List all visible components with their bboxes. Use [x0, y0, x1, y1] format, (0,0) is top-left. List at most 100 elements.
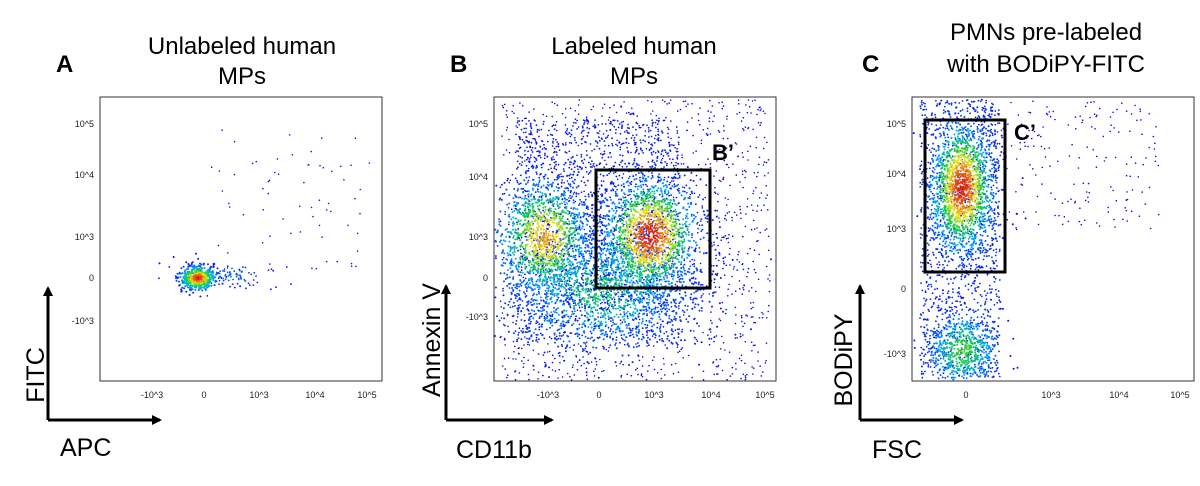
event-dot: [549, 163, 551, 166]
event-dot: [658, 267, 661, 270]
event-dot: [709, 133, 712, 135]
event-dot: [502, 287, 504, 290]
event-dot: [218, 170, 221, 172]
event-dot: [669, 149, 671, 152]
event-dot: [635, 343, 637, 345]
event-dot: [574, 254, 577, 257]
event-dot: [606, 174, 609, 177]
event-dot: [315, 267, 318, 270]
event-dot: [679, 223, 681, 225]
event-dot: [601, 107, 604, 109]
event-dot: [603, 334, 606, 337]
event-dot: [521, 156, 523, 159]
event-dot: [276, 158, 279, 160]
event-dot: [540, 212, 542, 214]
event-dot: [748, 290, 750, 292]
event-dot: [581, 350, 584, 353]
event-dot: [524, 194, 527, 197]
event-dot: [520, 236, 523, 239]
event-dot: [538, 150, 541, 153]
event-dot: [618, 123, 621, 125]
event-dot: [210, 166, 213, 168]
event-dot: [757, 278, 760, 281]
event-dot: [199, 275, 202, 278]
event-dot: [612, 274, 614, 276]
event-dot: [590, 321, 593, 324]
event-dot: [202, 273, 205, 276]
event-dot: [616, 289, 619, 292]
event-dot: [601, 284, 604, 287]
event-dot: [541, 284, 544, 287]
event-dot: [610, 121, 612, 123]
event-dot: [681, 154, 683, 156]
event-dot: [742, 235, 744, 238]
event-dot: [702, 129, 705, 131]
event-dot: [593, 323, 596, 326]
event-dot: [579, 229, 582, 231]
event-dot: [231, 283, 234, 285]
event-dot: [193, 283, 196, 286]
event-dot: [616, 139, 618, 142]
event-dot: [571, 313, 574, 316]
event-dot: [619, 309, 622, 312]
event-dot: [553, 161, 556, 164]
event-dot: [754, 99, 756, 102]
event-dot: [525, 139, 528, 142]
event-dot: [537, 378, 539, 380]
event-dot: [612, 296, 615, 299]
event-dot: [528, 378, 530, 381]
event-dot: [616, 120, 619, 122]
event-dot: [767, 209, 769, 211]
event-dot: [651, 210, 653, 212]
event-dot: [646, 336, 649, 339]
event-dot: [628, 111, 630, 114]
event-dot: [663, 332, 665, 335]
event-dot: [666, 277, 668, 279]
event-dot: [236, 282, 239, 285]
event-dot: [519, 196, 522, 199]
event-dot: [624, 162, 626, 165]
event-dot: [647, 99, 649, 102]
event-dot: [609, 196, 612, 199]
event-dot: [592, 268, 594, 271]
event-dot: [672, 210, 675, 213]
event-dot: [523, 127, 526, 130]
event-dot: [568, 177, 571, 180]
event-dot: [742, 186, 744, 189]
event-dot: [605, 281, 608, 284]
event-dot: [676, 328, 679, 331]
event-dot: [626, 165, 628, 168]
event-dot: [586, 126, 589, 129]
event-dot: [603, 152, 606, 155]
event-dot: [607, 326, 610, 329]
event-dot: [526, 271, 529, 273]
event-dot: [676, 132, 679, 134]
event-dot: [598, 147, 601, 150]
event-dot: [359, 188, 362, 191]
event-dot: [562, 340, 565, 343]
event-dot: [525, 304, 528, 307]
event-dot: [668, 314, 671, 317]
event-dot: [660, 304, 663, 306]
event-dot: [717, 365, 719, 368]
event-dot: [620, 257, 622, 259]
event-dot: [553, 317, 556, 320]
event-dot: [175, 279, 178, 282]
event-dot: [610, 229, 613, 232]
event-dot: [654, 121, 657, 124]
event-dot: [705, 132, 708, 135]
event-dot: [768, 274, 771, 276]
event-dot: [661, 337, 663, 340]
event-dot: [520, 310, 523, 312]
event-dot: [719, 348, 722, 350]
event-dot: [519, 174, 522, 177]
event-dot: [684, 294, 687, 297]
event-dot: [653, 356, 655, 358]
event-dot: [582, 176, 585, 179]
event-dot: [255, 275, 257, 277]
event-dot: [592, 285, 595, 287]
event-dot: [755, 290, 757, 293]
event-dot: [697, 303, 700, 306]
event-dot: [744, 362, 746, 365]
event-dot: [727, 198, 729, 201]
